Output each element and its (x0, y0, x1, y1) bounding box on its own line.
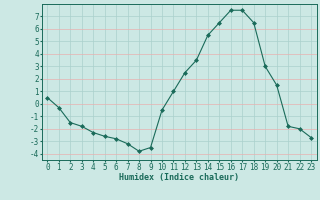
X-axis label: Humidex (Indice chaleur): Humidex (Indice chaleur) (119, 173, 239, 182)
